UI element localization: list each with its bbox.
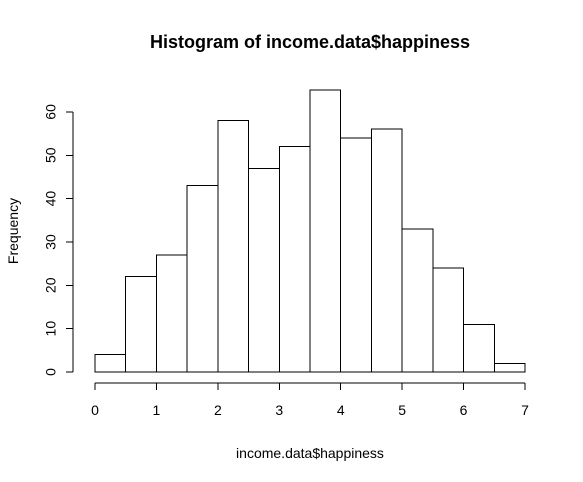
histogram-bar <box>248 167 280 373</box>
histogram-bar <box>125 276 157 373</box>
histogram-bar <box>401 228 434 373</box>
chart-title: Histogram of income.data$happiness <box>150 32 470 52</box>
histogram-bar <box>155 254 188 373</box>
histogram-bar <box>309 89 342 373</box>
y-tick-label: 0 <box>43 368 59 376</box>
y-tick-label: 10 <box>43 321 59 337</box>
y-axis: 0 10 20 30 40 50 60 <box>43 104 74 376</box>
y-tick-label: 30 <box>43 234 59 250</box>
histogram-bar <box>278 146 311 373</box>
y-tick-label: 60 <box>43 104 59 120</box>
x-tick-label: 1 <box>153 402 161 418</box>
x-tick-label: 7 <box>521 402 529 418</box>
x-axis: 0 1 2 3 4 5 6 7 <box>91 382 529 418</box>
histogram-bar <box>463 323 495 373</box>
histogram-bar <box>432 267 465 373</box>
x-tick-label: 3 <box>275 402 283 418</box>
histogram-bar <box>186 185 219 373</box>
x-axis-label: income.data$happiness <box>236 445 384 461</box>
histogram-bar <box>493 362 526 373</box>
y-tick-label: 20 <box>43 277 59 293</box>
bars-group <box>94 89 526 373</box>
x-tick-label: 2 <box>214 402 222 418</box>
y-tick-label: 50 <box>43 147 59 163</box>
histogram-bar <box>370 128 403 373</box>
histogram-bar <box>217 120 250 373</box>
x-tick-label: 0 <box>91 402 99 418</box>
y-tick-label: 40 <box>43 191 59 207</box>
x-tick-label: 5 <box>398 402 406 418</box>
histogram-bar <box>340 137 372 373</box>
y-axis-label: Frequency <box>5 198 21 264</box>
x-tick-label: 6 <box>460 402 468 418</box>
x-tick-label: 4 <box>337 402 345 418</box>
histogram-bar <box>94 354 127 373</box>
